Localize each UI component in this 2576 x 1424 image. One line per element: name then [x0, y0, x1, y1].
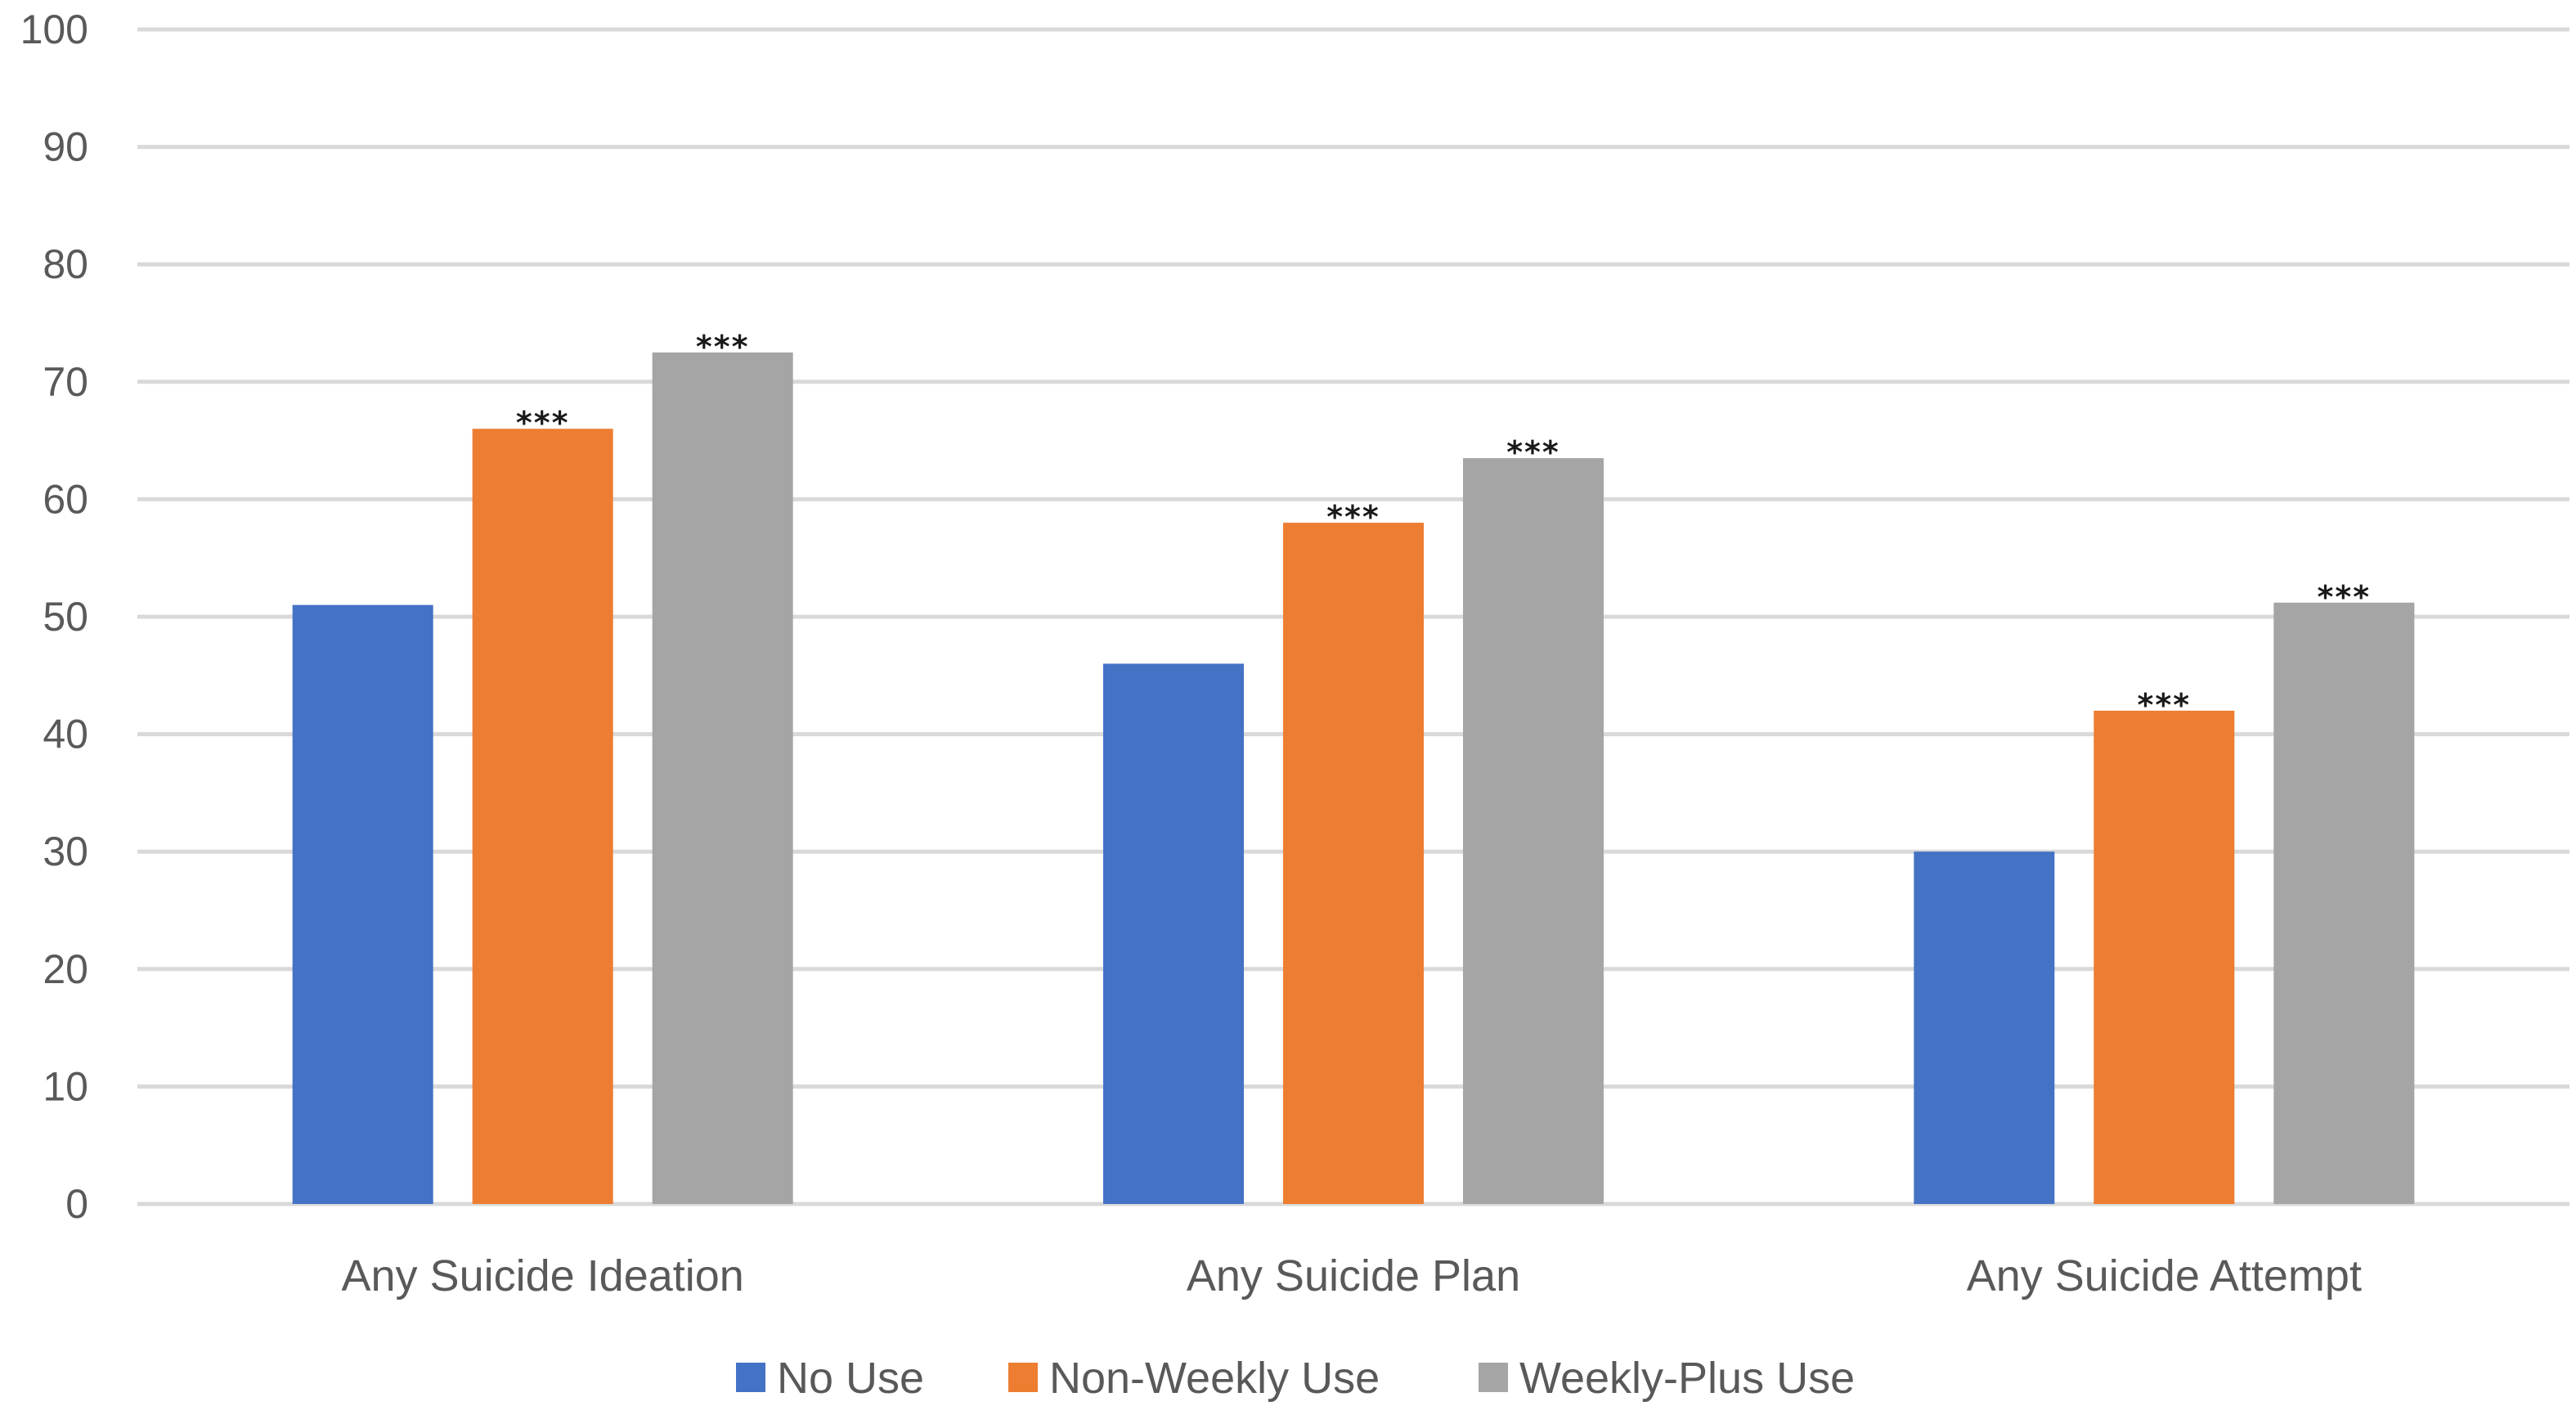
y-tick-label: 70: [43, 359, 88, 405]
y-tick-label: 90: [43, 124, 88, 170]
y-tick-label: 0: [65, 1181, 88, 1227]
significance-marker: ***: [1506, 434, 1560, 470]
legend-swatch: [1479, 1363, 1508, 1392]
bar-weekly-plus-use-1: [652, 352, 793, 1204]
y-tick-label: 30: [43, 829, 88, 874]
bar-weekly-plus-use-2: [1463, 458, 1604, 1204]
bar-non-weekly-use-3: [2094, 710, 2235, 1204]
significance-marker: ***: [516, 405, 570, 441]
legend-label: No Use: [777, 1354, 924, 1403]
x-category-label: Any Suicide Plan: [1187, 1251, 1520, 1300]
x-category-label: Any Suicide Attempt: [1967, 1251, 2362, 1300]
bars: [292, 352, 2415, 1204]
legend: No Use Non-Weekly Use Weekly-Plus Use: [736, 1354, 1855, 1403]
bar-weekly-plus-use-3: [2273, 602, 2415, 1204]
y-tick-label: 100: [20, 7, 88, 52]
y-tick-label: 10: [43, 1063, 88, 1109]
legend-swatch: [736, 1363, 765, 1392]
x-axis-category-labels: Any Suicide Ideation Any Suicide Plan Any …: [342, 1251, 2362, 1300]
legend-label: Weekly-Plus Use: [1519, 1354, 1855, 1403]
y-tick-label: 80: [43, 241, 88, 287]
bar-no-use-2: [1103, 663, 1244, 1204]
significance-marker: ***: [2318, 579, 2372, 615]
significance-marker: ***: [696, 329, 750, 365]
significance-labels: *** *** *** *** *** ***: [516, 329, 2372, 723]
bar-no-use-1: [292, 604, 433, 1204]
significance-marker: ***: [2138, 687, 2192, 723]
y-tick-label: 20: [43, 946, 88, 992]
y-axis-tick-labels: 0 10 20 30 40 50 60 70 80 90 100: [20, 7, 88, 1227]
bar-non-weekly-use-1: [472, 429, 613, 1204]
y-tick-label: 40: [43, 712, 88, 757]
legend-swatch: [1008, 1363, 1038, 1392]
bar-no-use-3: [1914, 851, 2055, 1204]
y-tick-label: 60: [43, 476, 88, 522]
significance-marker: ***: [1326, 499, 1380, 535]
bar-non-weekly-use-2: [1283, 523, 1424, 1204]
x-category-label: Any Suicide Ideation: [342, 1251, 744, 1300]
y-tick-label: 50: [43, 594, 88, 640]
legend-label: Non-Weekly Use: [1049, 1354, 1380, 1403]
